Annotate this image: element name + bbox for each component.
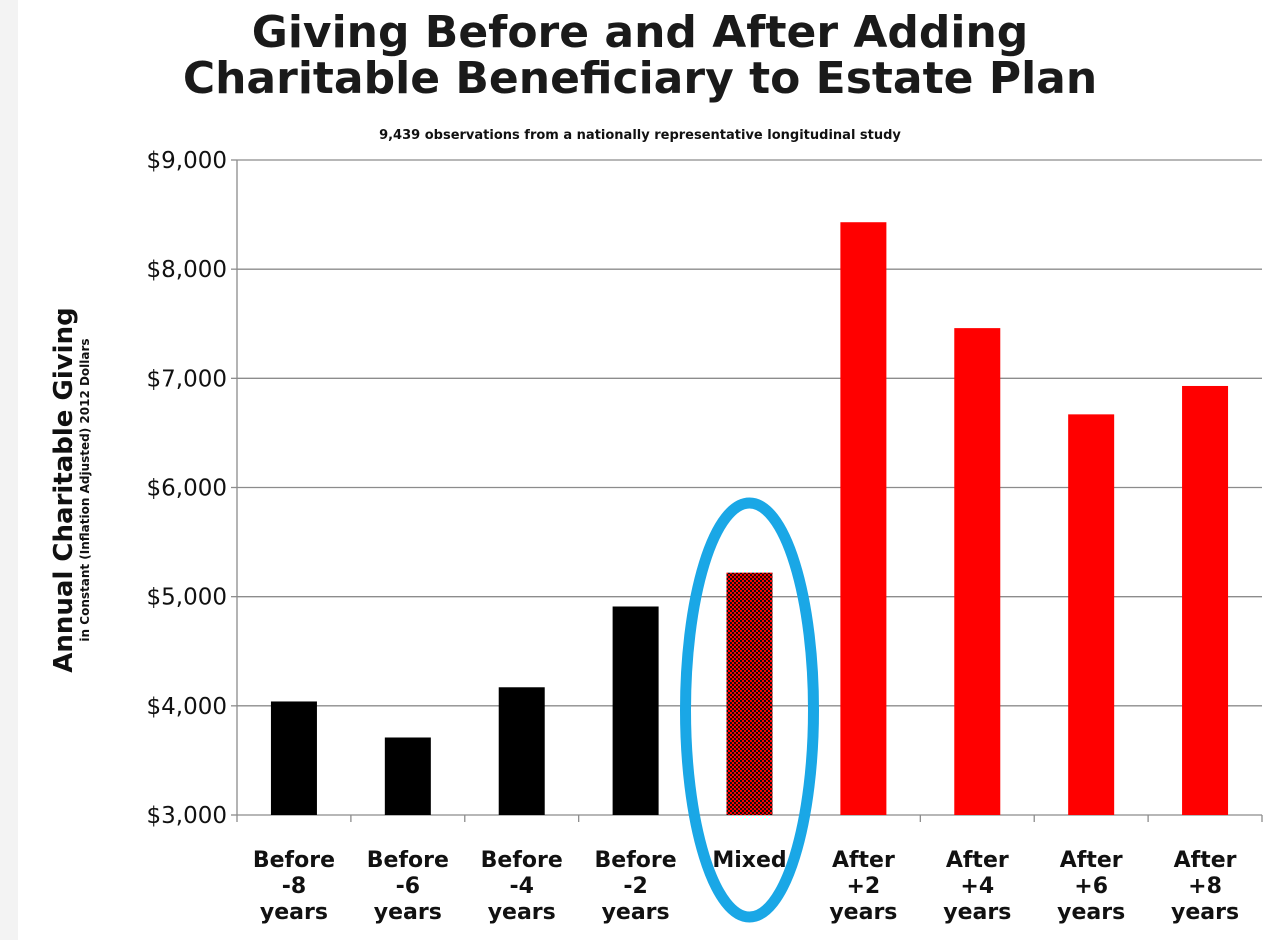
chart-subtitle: 9,439 observations from a nationally rep… (379, 128, 901, 143)
chart-title-line-2: Charitable Beneficiary to Estate Plan (182, 53, 1098, 104)
bar (954, 328, 1001, 815)
bar (1068, 414, 1115, 815)
chart-title-line-1: Giving Before and After Adding (251, 7, 1029, 58)
x-category-label-line: -8 (282, 874, 306, 899)
x-category-label: Before -6 years (367, 848, 449, 925)
bar (498, 687, 545, 815)
y-tick-label: $5,000 (147, 585, 227, 611)
x-category-label-line: Before (481, 848, 563, 873)
y-tick-label: $6,000 (147, 476, 227, 502)
x-category-label: Before -8 years (253, 848, 335, 925)
x-category-label: After +6 years (1057, 848, 1125, 925)
bars (270, 222, 1229, 816)
y-tick-label: $4,000 (147, 694, 227, 720)
x-category-label-line: +2 (847, 874, 881, 899)
y-tick-label: $8,000 (147, 257, 227, 283)
x-category-label-line: years (943, 900, 1011, 925)
x-category-label-line: Before (595, 848, 677, 873)
x-category-label-line: +8 (1188, 874, 1222, 899)
x-category-label-line: years (829, 900, 897, 925)
x-category-label: Before -4 years (481, 848, 563, 925)
x-category-label: Mixed (712, 848, 786, 873)
x-category-label-line: +4 (960, 874, 994, 899)
y-tick-label: $3,000 (147, 803, 227, 829)
x-category-label: After +2 years (829, 848, 897, 925)
x-category-label-line: -4 (509, 874, 533, 899)
x-category-label: After +4 years (943, 848, 1011, 925)
x-category-label-line: After (832, 848, 895, 873)
chart-title: Giving Before and After Adding Charitabl… (120, 10, 1160, 102)
x-category-label-line: Before (253, 848, 335, 873)
x-category-label: Before -2 years (595, 848, 677, 925)
x-category-label: After +8 years (1171, 848, 1239, 925)
x-category-label-line: years (1057, 900, 1125, 925)
highlight-ellipse (680, 497, 819, 923)
x-category-label-line: years (602, 900, 670, 925)
bar (726, 572, 773, 815)
bar (1182, 385, 1229, 815)
bar (612, 606, 659, 815)
y-axis-ticks: $3,000 $4,000 $5,000 $6,000 $7,000 $8,000 $9,0… (147, 148, 227, 829)
x-category-label-line: Before (367, 848, 449, 873)
bar (270, 701, 317, 815)
x-category-label-line: +6 (1074, 874, 1108, 899)
x-category-label-line: years (488, 900, 556, 925)
x-category-label-line: After (1060, 848, 1123, 873)
bar (840, 222, 887, 816)
x-category-label-line: -6 (396, 874, 420, 899)
x-category-label-line: After (946, 848, 1009, 873)
x-category-label-line: After (1174, 848, 1237, 873)
y-tick-label: $9,000 (147, 148, 227, 174)
x-category-label-line: -2 (623, 874, 647, 899)
y-tick-label: $7,000 (147, 366, 227, 392)
x-category-label-line: Mixed (712, 848, 786, 873)
x-category-label-line: years (260, 900, 328, 925)
x-category-label-line: years (374, 900, 442, 925)
x-category-label-line: years (1171, 900, 1239, 925)
highlight (680, 497, 819, 923)
bar (384, 737, 431, 815)
left-margin-strip (0, 0, 18, 940)
